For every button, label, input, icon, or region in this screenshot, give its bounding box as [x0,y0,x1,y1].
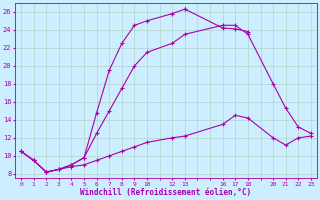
X-axis label: Windchill (Refroidissement éolien,°C): Windchill (Refroidissement éolien,°C) [80,188,252,197]
